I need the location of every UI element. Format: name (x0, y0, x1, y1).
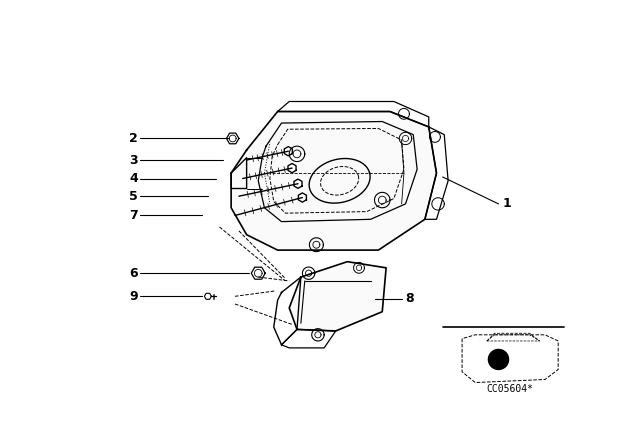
Text: 6: 6 (129, 267, 138, 280)
Text: 8: 8 (406, 292, 414, 305)
Polygon shape (227, 133, 239, 144)
Text: 3: 3 (129, 154, 138, 167)
Text: CC05604*: CC05604* (486, 383, 534, 394)
Polygon shape (252, 267, 265, 279)
Text: 5: 5 (129, 190, 138, 202)
Polygon shape (298, 193, 307, 202)
Text: 7: 7 (129, 209, 138, 222)
Polygon shape (288, 164, 296, 173)
Polygon shape (284, 146, 292, 156)
Text: 4: 4 (129, 172, 138, 185)
Text: 9: 9 (129, 290, 138, 303)
Polygon shape (204, 293, 211, 299)
Polygon shape (231, 112, 436, 250)
Polygon shape (294, 179, 302, 188)
Polygon shape (289, 262, 386, 331)
Circle shape (488, 349, 509, 370)
Text: 1: 1 (502, 198, 511, 211)
Text: 2: 2 (129, 132, 138, 145)
